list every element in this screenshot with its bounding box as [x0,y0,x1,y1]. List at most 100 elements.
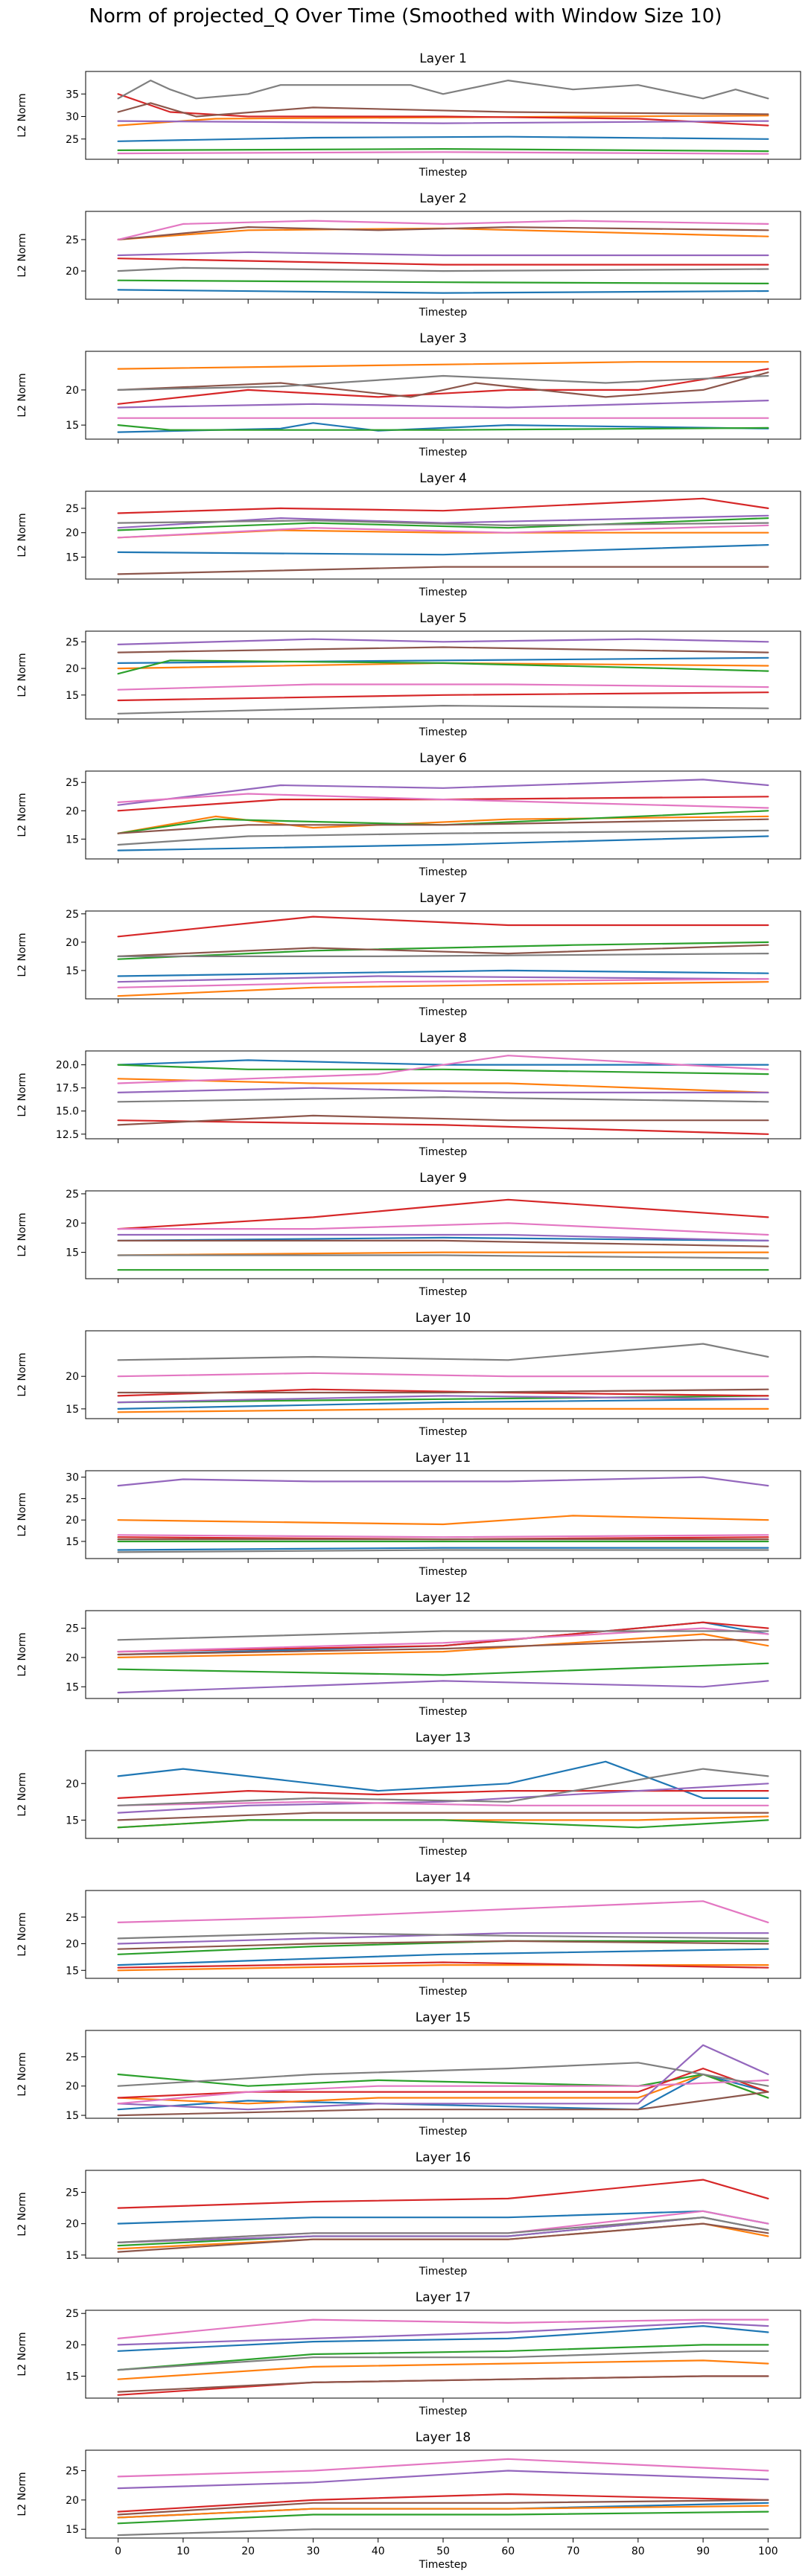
subplot-title: Layer 3 [419,331,467,346]
ytick-label: 20 [66,1371,79,1383]
ytick-label: 20 [66,2339,79,2351]
ytick-label: 25 [66,2051,79,2063]
subplot-title: Layer 1 [419,51,467,66]
ytick-label: 25 [66,1189,79,1201]
subplot-13: Layer 13 15 20 Timestep L2 Norm [16,1730,801,1858]
ytick-label: 20 [66,1218,79,1230]
ytick-label: 15 [66,1965,79,1977]
subplot-2: Layer 2 20 25 Timestep L2 Norm [16,191,801,319]
series-group [117,497,769,575]
subplot-8: Layer 8 12.5 15.0 17.5 20.0 Timestep L2 Norm [16,1031,801,1158]
ytick-label: 25 [66,234,79,246]
series-group [117,2044,769,2117]
series-line-4 [117,1621,769,1653]
x-axis-label: Timestep [419,307,468,319]
series-line-5 [117,1087,769,1094]
y-axis-label: L2 Norm [16,2332,28,2376]
series-line-1 [117,422,769,433]
series-group [117,1198,769,1271]
series-line-3 [117,148,769,153]
ytick-label: 20 [66,1778,79,1790]
ytick-label: 12.5 [56,1129,79,1141]
subplot-4: Layer 4 15 20 25 Timestep L2 Norm [16,471,801,598]
xtick-label: 0 [115,2545,121,2557]
series-line-5 [117,514,769,529]
ytick-label: 15 [66,420,79,432]
series-line-6 [117,2091,769,2117]
ytick-label: 20 [66,1515,79,1527]
subplot-18: Layer 18 15 20 25 0 10 20 30 40 50 60 70 80 90 100 Time… [16,2430,801,2571]
xtick-label: 50 [436,2545,450,2557]
series-line-5 [117,399,769,409]
series-line-6 [117,566,769,575]
series-line-2 [117,1515,769,1526]
x-axis-label: Timestep [419,587,468,598]
series-line-8 [117,2062,769,2087]
series-line-6 [117,2499,769,2516]
subplots: Layer 1 25 30 35 Timestep L2 Norm Layer 2 20 25 T… [16,51,801,2571]
series-line-8 [117,1630,769,1641]
series-line-6 [117,1388,769,1394]
xtick-label: 30 [307,2545,320,2557]
series-line-8 [117,952,769,958]
ytick-label: 15 [66,1536,79,1548]
x-axis-label: Timestep [419,1006,468,1018]
series-line-1 [117,1236,769,1242]
x-axis-label: Timestep [419,2406,468,2417]
series-line-7 [117,1534,769,1538]
subplot-title: Layer 7 [419,891,467,906]
subplot-title: Layer 6 [419,751,467,766]
ytick-label: 25 [66,2187,79,2199]
ytick-label: 25 [66,1623,79,1635]
xtick-label: 20 [241,2545,255,2557]
subplot-title: Layer 15 [416,2010,471,2025]
series-line-1 [117,289,769,294]
series-line-5 [117,120,769,124]
ytick-label: 17.5 [56,1083,79,1095]
series-group [117,1621,769,1694]
series-line-5 [117,1476,769,1487]
x-axis-label: Timestep [419,866,468,878]
series-line-5 [117,1932,769,1945]
ytick-label: 25 [66,2308,79,2320]
series-group [117,915,769,997]
ytick-label: 30 [66,1472,79,1484]
series-line-1 [117,1398,769,1410]
series-line-5 [117,1783,769,1814]
series-line-5 [117,2321,769,2346]
series-line-6 [117,1239,769,1247]
ytick-label: 15 [66,1247,79,1259]
series-line-1 [117,1948,769,1966]
series-line-8 [117,374,769,391]
series-line-4 [117,2068,769,2099]
x-axis-label: Timestep [419,1846,468,1858]
y-axis-label: L2 Norm [16,1073,28,1116]
subplot-title: Layer 18 [416,2430,471,2445]
series-group [117,2458,769,2537]
series-line-4 [117,1198,769,1230]
series-group [117,1476,769,1553]
series-line-4 [117,1119,769,1135]
subplot-17: Layer 17 15 20 25 Timestep L2 Norm [16,2290,801,2417]
subplot-5: Layer 5 15 20 25 Timestep L2 Norm [16,611,801,738]
subplot-title: Layer 4 [419,471,467,486]
subplot-title: Layer 11 [416,1451,471,1466]
ytick-label: 20 [66,2219,79,2231]
ytick-label: 20 [66,805,79,817]
series-line-6 [117,226,769,240]
series-line-4 [117,497,769,514]
series-line-2 [117,1964,769,1972]
ytick-label: 20 [66,1652,79,1664]
series-line-7 [117,2458,769,2478]
series-line-3 [117,1662,769,1676]
ytick-label: 25 [66,777,79,789]
subplot-1: Layer 1 25 30 35 Timestep L2 Norm [16,51,801,179]
series-line-1 [117,835,769,851]
series-line-3 [117,1064,769,1076]
series-line-7 [117,220,769,240]
series-line-3 [117,517,769,531]
series-line-2 [117,1078,769,1094]
series-line-4 [117,258,769,266]
